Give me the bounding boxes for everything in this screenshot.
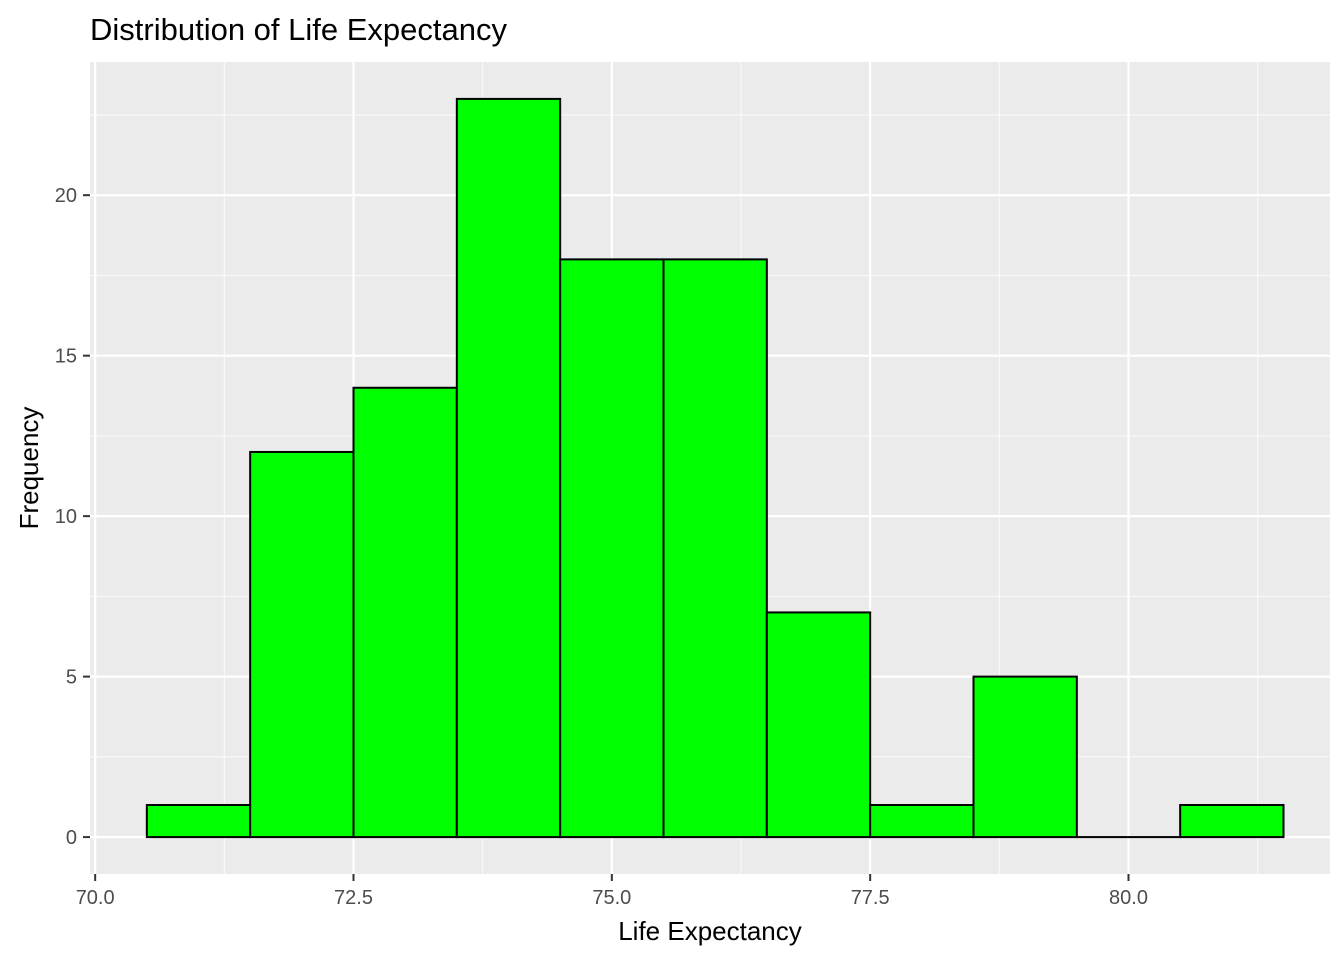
y-tick-label: 10 xyxy=(55,506,77,528)
y-tick-label: 20 xyxy=(55,185,77,207)
y-axis-title: Frequency xyxy=(14,407,44,530)
x-axis-title: Life Expectancy xyxy=(618,916,802,946)
histogram-bar xyxy=(662,258,768,839)
y-tick-label: 5 xyxy=(66,667,77,689)
histogram-bar xyxy=(249,450,355,839)
x-tick-label: 70.0 xyxy=(76,887,115,909)
histogram-bars xyxy=(145,97,1285,839)
x-tick-label: 75.0 xyxy=(592,887,631,909)
chart-title: Distribution of Life Expectancy xyxy=(90,12,507,47)
histogram-bar xyxy=(765,611,872,839)
x-tick-label: 72.5 xyxy=(334,887,373,909)
x-tick-label: 77.5 xyxy=(851,887,890,909)
histogram-bar xyxy=(559,258,665,839)
y-tick-label: 15 xyxy=(55,346,77,368)
x-axis-ticks: 70.0 72.5 75.0 77.5 80.0 xyxy=(76,874,1148,909)
x-tick-label: 80.0 xyxy=(1109,887,1148,909)
histogram-bar xyxy=(972,675,1078,839)
histogram-bar xyxy=(352,386,458,839)
y-tick-label: 0 xyxy=(66,827,77,849)
histogram-bar xyxy=(455,97,562,839)
histogram-bar xyxy=(145,803,252,839)
histogram-bar xyxy=(869,803,975,839)
y-axis-ticks: 0 5 10 15 20 xyxy=(55,185,90,849)
histogram-bar xyxy=(1179,803,1285,839)
